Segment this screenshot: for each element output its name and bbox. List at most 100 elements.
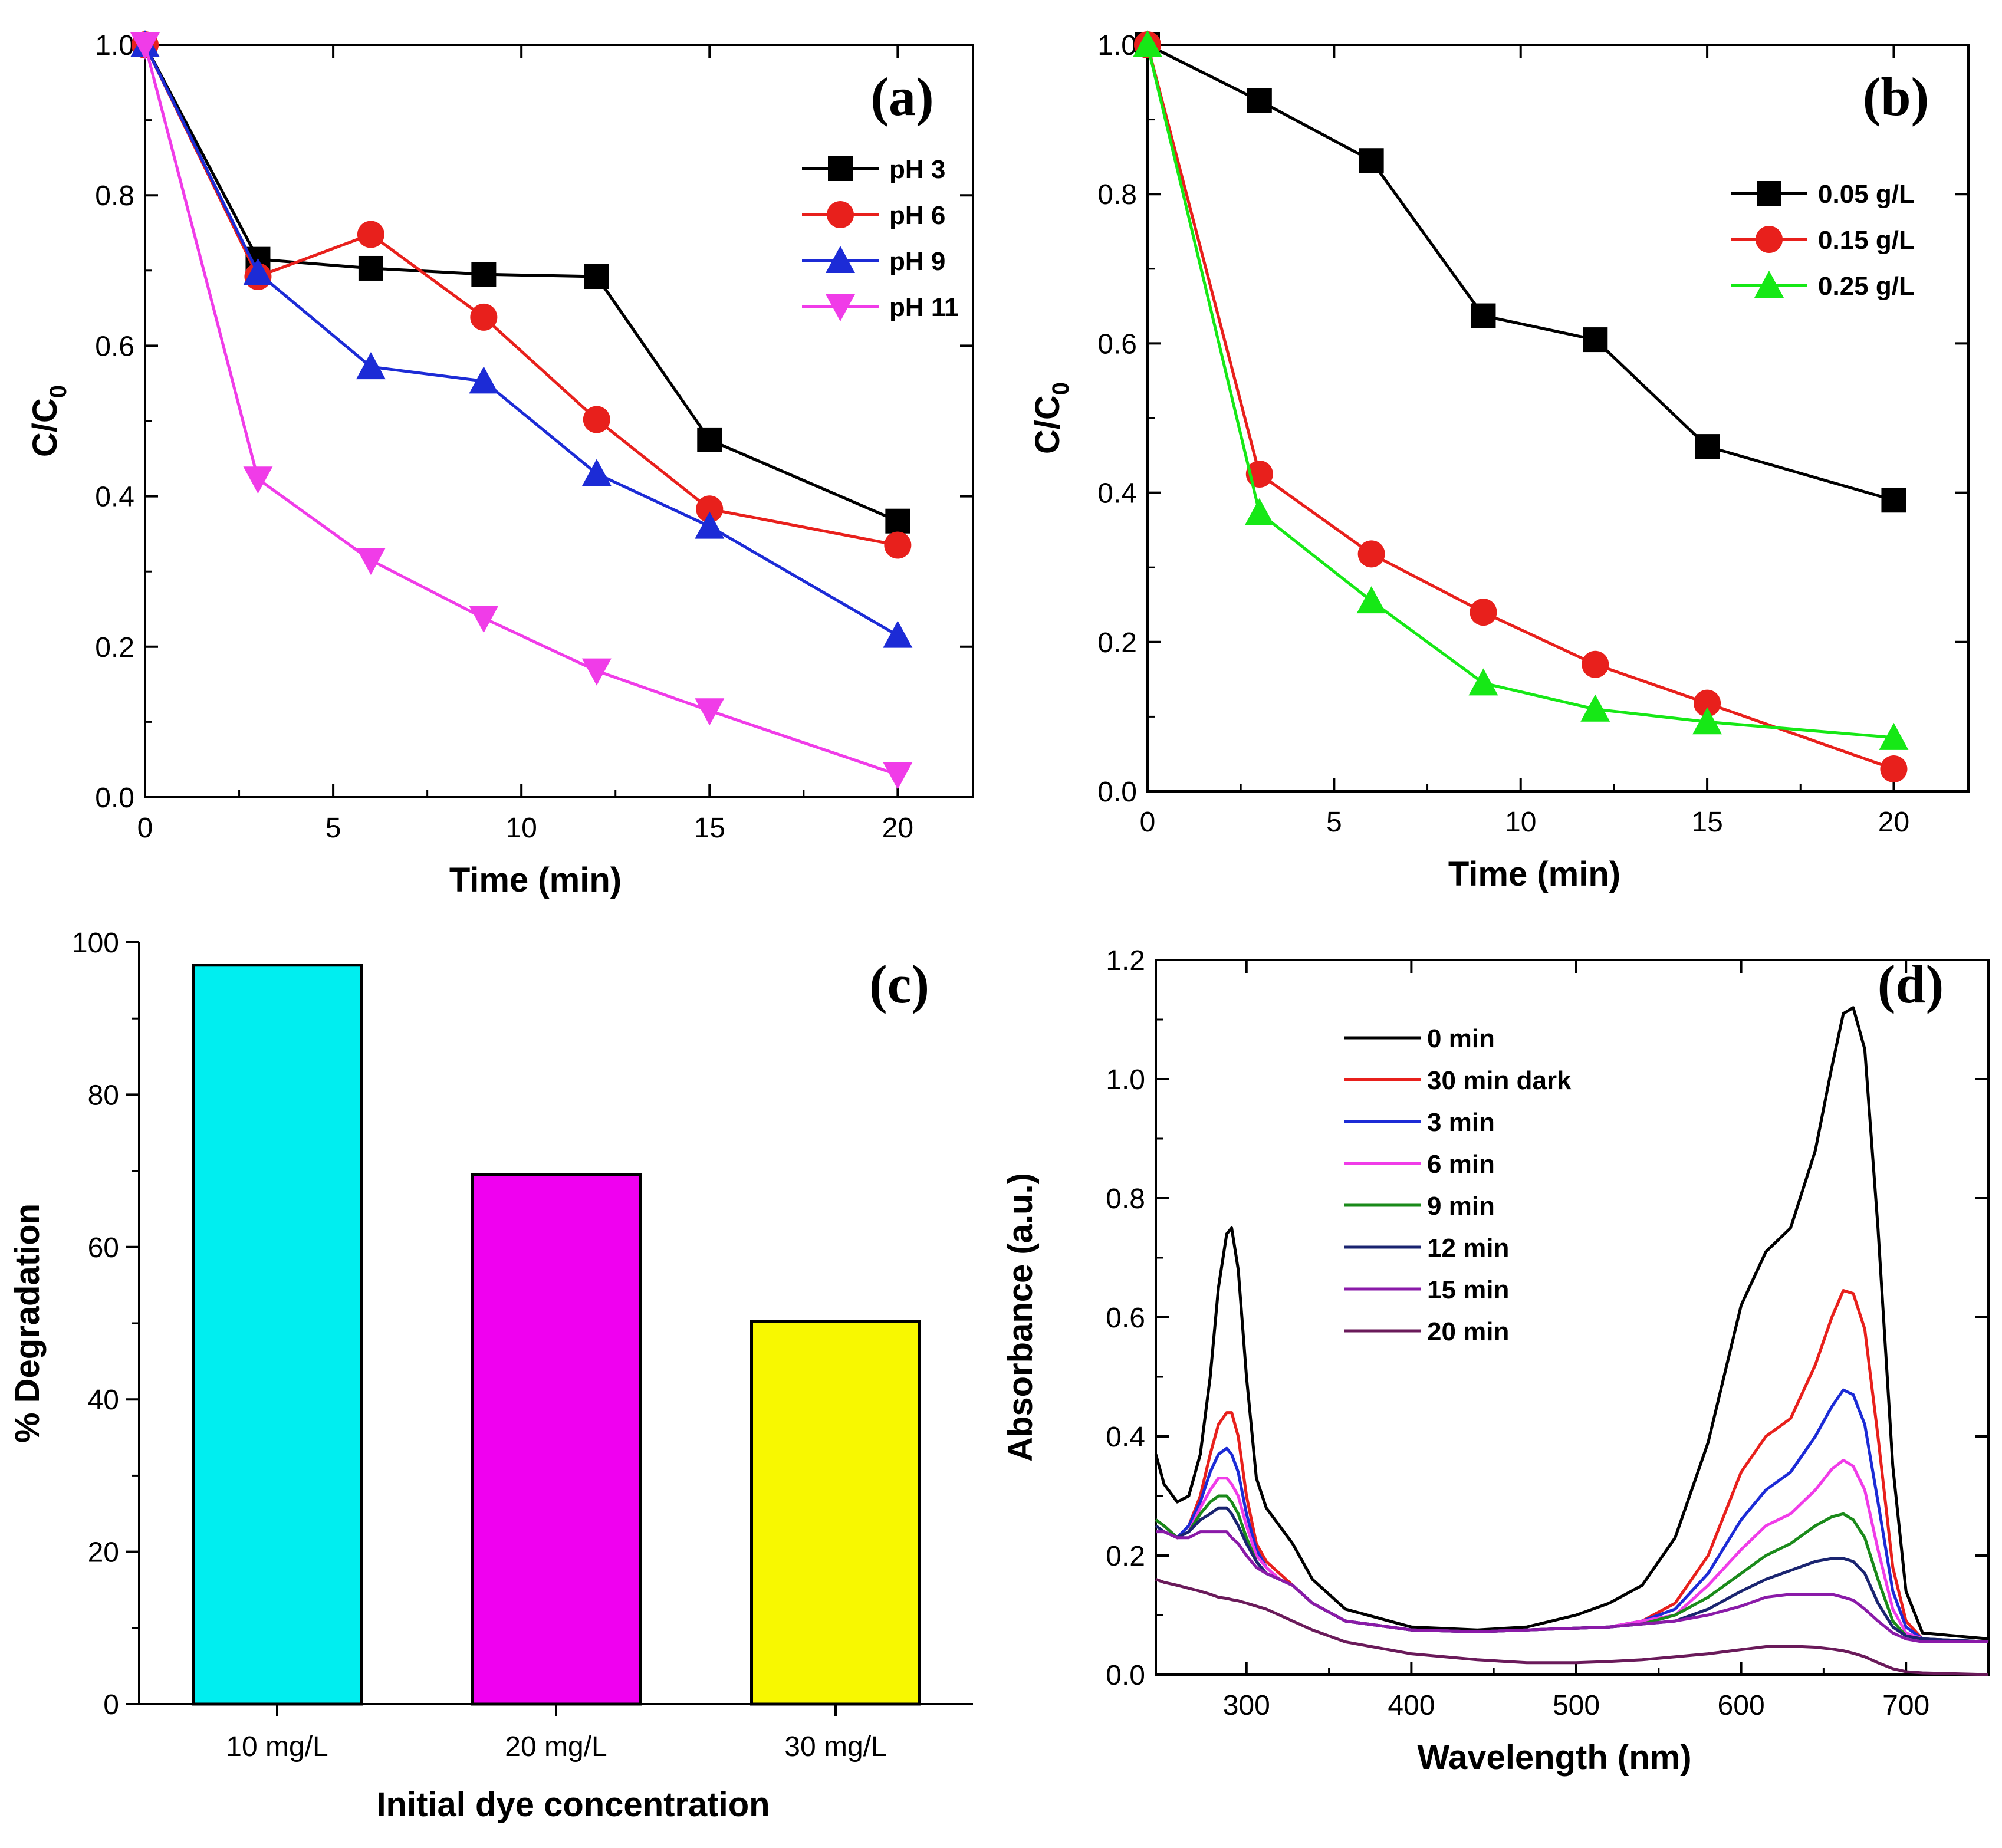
data-point [581,459,612,486]
data-point [1881,488,1906,513]
series-0-05-g-l [1135,32,1906,513]
legend-marker [1754,271,1784,298]
spectrum-0-min [1154,1006,1989,1640]
panel-c-bar-chart: 10 mg/L 20 mg/L 30 mg/L 0 20 40 60 80 100 (c) Init… [8,928,973,1824]
data-point [883,762,913,790]
y-tick-label: 20 [88,1537,119,1569]
legend-label: pH 11 [889,293,958,322]
legend-marker [826,294,855,321]
data-point [130,32,160,60]
y-tick-label: 1.2 [1106,945,1145,976]
legend-label: 20 min [1427,1317,1509,1346]
series-line [143,44,899,777]
y-tick-label: 0.8 [1106,1183,1145,1215]
x-tick-label: 20 [882,813,913,844]
series-ph-6 [132,31,912,559]
x-tick-label: 0 [1140,807,1156,838]
panel-d-absorbance-spectra: 0.0 0.2 0.4 0.6 0.8 1.0 1.2 300 400 500 600 700 (d) W… [1001,945,1990,1777]
y-axis-label: C/C0 [26,385,71,457]
legend-marker [827,201,854,228]
y-tick-label: 0.6 [95,331,134,362]
y-axis-label-subscript: 0 [45,385,71,398]
spectrum-20-min [1155,1578,1989,1676]
x-axis-label: Wavelength (nm) [1417,1738,1691,1777]
legend-label: 9 min [1427,1192,1495,1221]
x-category-label: 10 mg/L [226,1731,328,1762]
panel-b-line-chart: 0.0 0.2 0.4 0.6 0.8 1.0 0 5 10 15 20 (b) Time (min) C… [1028,30,1970,893]
x-axis-label: Initial dye concentration [376,1785,770,1824]
y-axis-label-text: C/C [1028,395,1067,454]
y-tick-label: 0.4 [1106,1422,1145,1453]
x-tick-label: 500 [1553,1690,1600,1721]
legend-label: 15 min [1427,1275,1509,1304]
x-tick-label: 5 [326,813,341,844]
x-tick-label: 300 [1223,1690,1270,1721]
spectrum-15-min [1156,1530,1988,1643]
data-point [1471,303,1496,328]
data-point [358,255,383,281]
y-tick-label: 40 [88,1385,119,1416]
data-point [1879,722,1909,750]
data-point [584,264,609,290]
legend-marker [826,246,855,273]
legend-marker [1757,181,1781,206]
legend-marker [828,156,853,181]
x-tick-label: 15 [1691,807,1722,838]
data-point [356,352,386,380]
legend-label: 0.05 g/L [1818,180,1915,209]
data-point [356,548,386,576]
plot-frame [1146,44,1970,793]
bar [471,1173,642,1706]
data-point [1582,650,1609,678]
x-tick-label: 0 [137,813,153,844]
data-point [243,258,273,285]
data-point [1356,586,1386,614]
series-line [1146,44,1895,771]
y-tick-label: 0 [103,1689,119,1721]
legend-label: 30 min dark [1427,1066,1572,1095]
spectrum-9-min [1155,1494,1989,1643]
y-axis-label-text: Absorbance (a.u.) [1001,1173,1040,1462]
y-tick-label: 0.2 [1106,1541,1145,1572]
y-tick-label: 0.2 [95,632,134,663]
data-point [1580,694,1610,722]
data-point [1470,599,1497,626]
x-tick-label: 10 [1505,807,1536,838]
legend-label: 12 min [1427,1234,1509,1262]
data-point [1133,30,1162,57]
legend-label: 0 min [1427,1024,1495,1053]
data-point [470,303,498,331]
y-tick-label: 1.0 [1106,1064,1145,1096]
y-tick-label: 0.8 [1097,179,1137,211]
y-tick-label: 0.8 [95,180,134,212]
y-axis-label: Absorbance (a.u.) [1001,1173,1040,1462]
y-tick-label: 60 [88,1232,119,1264]
data-point [695,511,725,539]
data-point [1880,755,1908,783]
y-tick-label: 0.2 [1097,627,1137,659]
y-axis-label-text: % Degradation [8,1203,47,1443]
data-point [1694,689,1721,717]
x-tick-label: 15 [694,813,725,844]
x-category-label: 30 mg/L [784,1731,886,1762]
data-point [1244,498,1274,525]
legend-label: 6 min [1427,1150,1495,1179]
spectrum-30-min-dark [1155,1289,1989,1643]
data-point [243,466,273,494]
x-category-label: 20 mg/L [505,1731,607,1762]
legend-label: 0.15 g/L [1818,226,1915,255]
legend-marker [1756,226,1783,253]
plot-frame [1155,959,1990,1676]
data-point [697,427,722,452]
y-tick-label: 1.0 [1097,30,1137,61]
data-point [1468,668,1498,696]
spectrum-3-min [1155,1388,1989,1643]
y-tick-label: 0.4 [1097,478,1137,509]
x-tick-label: 10 [505,813,537,844]
y-axis-label: % Degradation [8,1203,47,1443]
data-point [1359,148,1384,173]
panel-label: (a) [870,67,933,127]
legend-label: pH 9 [889,247,945,276]
panel-label: (b) [1863,67,1929,127]
